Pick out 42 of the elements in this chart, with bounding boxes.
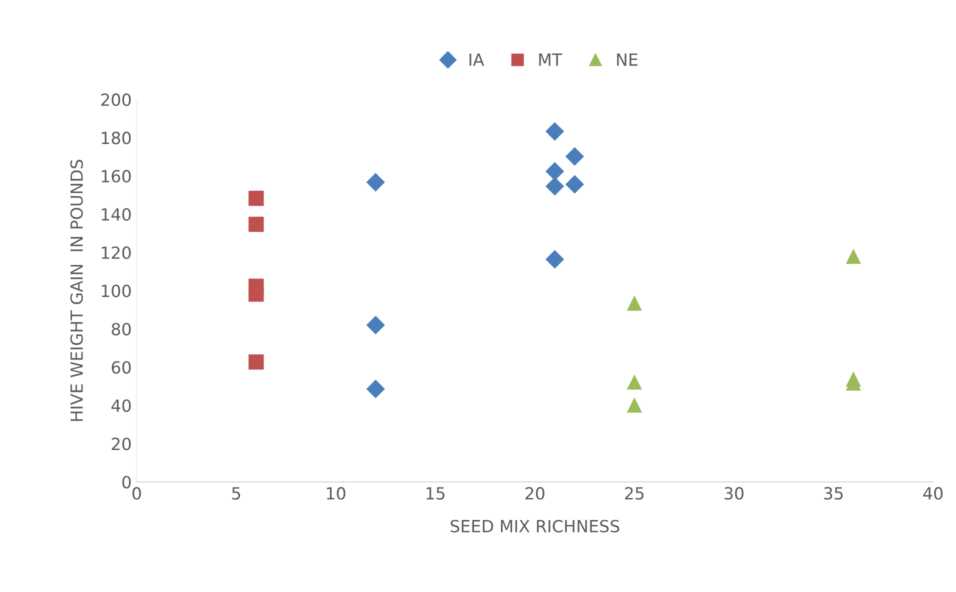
y-tick-label: 200 [101,93,131,106]
x-tick-label: 30 [724,487,744,500]
point [248,354,264,370]
y-tick-label: 40 [111,399,131,412]
point [565,175,584,194]
point [626,295,642,311]
point [846,248,862,264]
point [626,397,642,413]
y-tick-label: 60 [112,361,131,374]
y-tick-label: 20 [112,438,131,450]
point [366,316,385,334]
point [545,162,564,181]
legend-label: NE [617,54,638,66]
y-tick-label: 0 [122,476,131,488]
y-tick-label: 80 [112,322,131,336]
point [545,250,564,269]
y-tick-label: 140 [102,208,131,221]
legend-label: IA [470,54,484,66]
point [545,176,564,196]
x-tick-label: 20 [526,487,544,500]
y-tick-label: 160 [102,170,131,183]
x-tick-label: 35 [824,487,843,500]
y-axis-title: HIVE WEIGHT GAIN IN POUNDS [70,160,83,421]
y-tick-label: 100 [102,284,131,298]
point [248,190,264,206]
point [545,122,564,141]
y-tick-label: 180 [102,132,131,144]
point [565,147,584,166]
x-axis-title: SEED MIX RICHNESS [450,520,620,532]
x-tick-label: 5 [232,487,240,500]
x-tick-label: 0 [132,487,141,500]
x-tick-label: 25 [625,487,644,500]
point [248,286,264,302]
point [626,374,642,390]
point [248,216,264,232]
x-tick-label: 10 [327,487,346,500]
y-tick-label: 120 [102,246,131,259]
x-tick-label: 15 [426,487,444,500]
point [366,172,385,192]
legend-label: MT [539,54,562,66]
x-tick-label: 40 [923,487,943,500]
point [366,380,385,398]
